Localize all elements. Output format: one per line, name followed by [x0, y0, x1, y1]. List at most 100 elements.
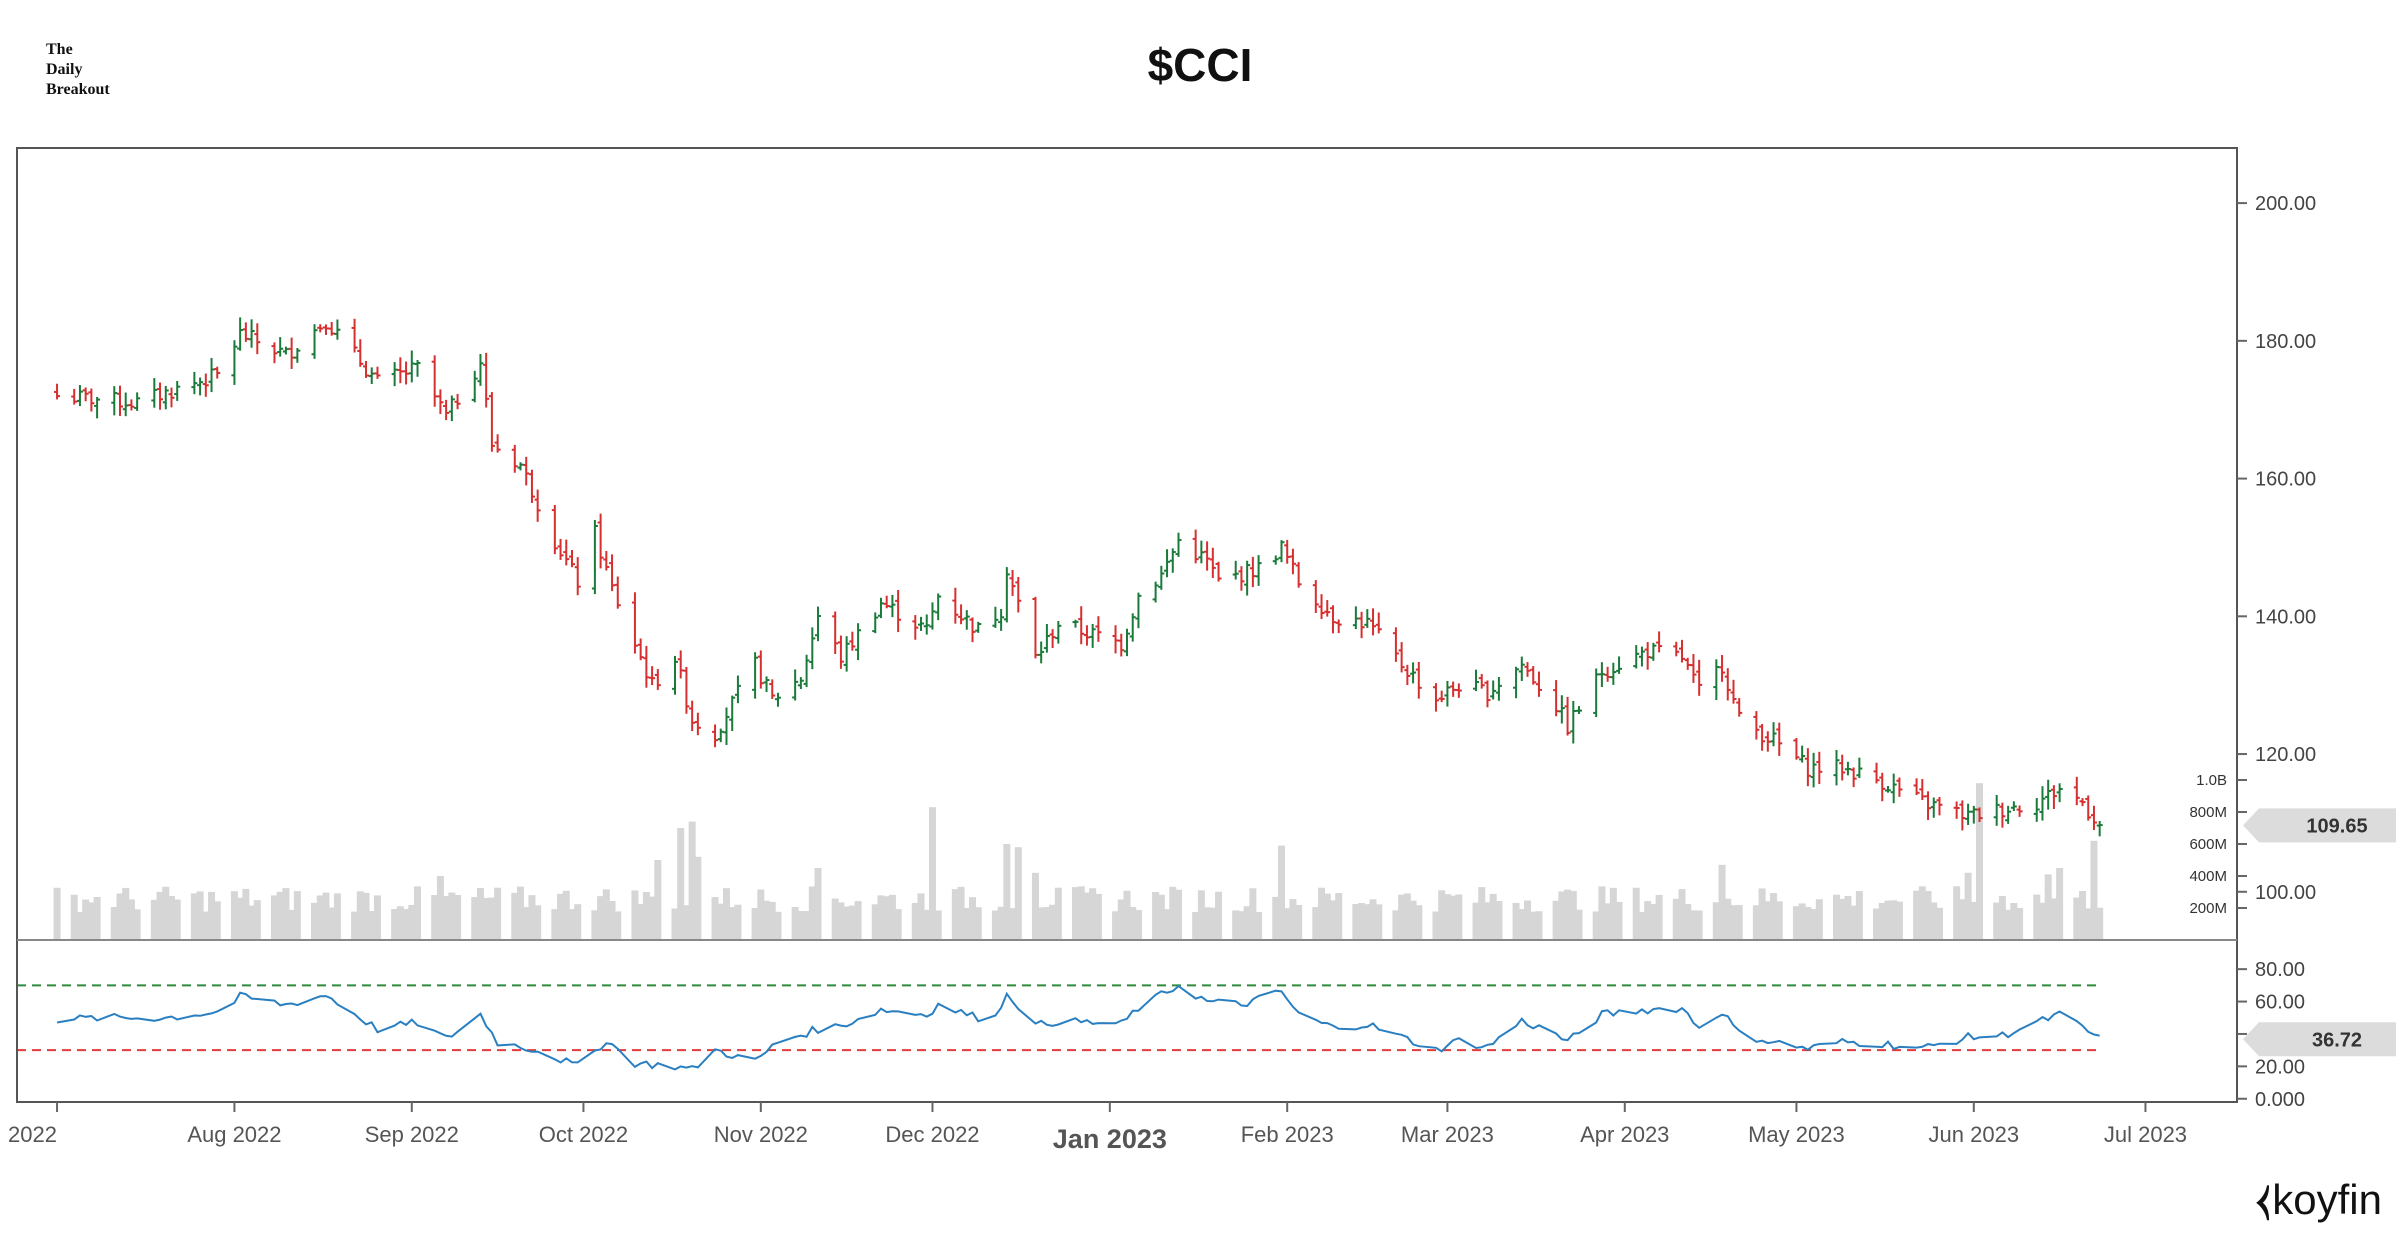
ohlc-bar	[523, 456, 530, 486]
volume-bar	[854, 901, 862, 940]
ohlc-bar	[254, 323, 261, 355]
ohlc-bar	[317, 324, 324, 333]
volume-bar	[1192, 911, 1200, 940]
rsi-tick-label: 80.00	[2255, 959, 2305, 981]
ohlc-bar	[1896, 777, 1903, 797]
ohlc-bar	[2073, 776, 2080, 806]
volume-bar	[631, 890, 639, 940]
volume-bar	[1438, 890, 1446, 940]
volume-bar	[454, 894, 462, 940]
volume-bar	[431, 895, 439, 940]
ohlc-bar	[734, 675, 741, 704]
volume-bar	[2056, 868, 2064, 940]
ohlc-bar	[757, 650, 764, 689]
volume-bar	[574, 904, 582, 940]
ohlc-bar	[2090, 805, 2097, 831]
volume-bar	[1604, 903, 1612, 940]
volume-bar	[1203, 907, 1211, 940]
ohlc-bar	[277, 337, 284, 357]
volume-bar	[494, 887, 502, 940]
ohlc-bar	[1925, 791, 1932, 820]
volume-bar	[1632, 887, 1640, 940]
ohlc-bar	[1392, 627, 1399, 662]
volume-bar	[110, 907, 118, 940]
ohlc-bar	[1850, 767, 1857, 788]
volume-bar	[1524, 900, 1532, 940]
volume-bar	[934, 910, 942, 940]
volume-bar	[116, 893, 124, 940]
volume-bar	[1913, 890, 1921, 940]
ohlc-bar	[2005, 805, 2012, 824]
volume-bar	[1890, 900, 1898, 940]
ohlc-bar	[76, 385, 83, 407]
volume-bar	[1672, 898, 1680, 940]
date-tick-label: Aug 2022	[187, 1122, 281, 1147]
volume-bar	[2096, 907, 2104, 940]
volume-bar	[1735, 904, 1743, 940]
volume-bar	[2004, 909, 2012, 940]
date-tick-label: Dec 2022	[885, 1122, 979, 1147]
last-price-tag: 109.65	[2243, 808, 2396, 843]
volume-bar	[190, 893, 198, 940]
ohlc-bar	[929, 602, 936, 630]
volume-bar	[957, 886, 965, 940]
ohlc-bar	[397, 357, 404, 384]
ohlc-bar	[1873, 762, 1880, 784]
volume-bar	[356, 891, 364, 940]
volume-bar	[408, 904, 416, 940]
ohlc-bar	[752, 652, 759, 699]
volume-bar	[1352, 904, 1360, 940]
volume-bar	[1403, 893, 1411, 940]
ohlc-bar	[1118, 633, 1125, 657]
ohlc-bar	[1604, 666, 1611, 682]
volume-bar	[1752, 905, 1760, 940]
ohlc-bar	[1410, 662, 1417, 684]
ohlc-bar	[2096, 821, 2103, 837]
volume-bar	[1695, 910, 1703, 940]
ohlc-bar	[202, 373, 209, 397]
ohlc-bar	[1598, 662, 1605, 688]
volume-bar	[1209, 907, 1217, 940]
ohlc-bar	[1444, 680, 1451, 707]
volume-bar	[1083, 892, 1091, 940]
volume-bar	[76, 911, 84, 940]
date-tick-label: Jul 2023	[2104, 1122, 2187, 1147]
ohlc-bar	[1993, 795, 2000, 826]
ohlc-bar	[471, 370, 478, 403]
ohlc-bar	[1169, 548, 1176, 573]
volume-bar	[373, 895, 381, 940]
volume-bar	[557, 893, 565, 940]
date-tick-label: Mar 2023	[1401, 1122, 1494, 1147]
volume-bar	[1335, 893, 1343, 940]
volume-bar	[602, 889, 610, 940]
ohlc-bar	[1593, 668, 1600, 718]
ohlc-bar	[1215, 561, 1222, 582]
date-tick-label: Oct 2022	[539, 1122, 628, 1147]
ohlc-bar	[82, 387, 89, 402]
date-tick-label: May 2023	[1748, 1122, 1845, 1147]
volume-bar	[1569, 891, 1577, 940]
volume-bar	[2050, 898, 2058, 940]
ohlc-bar	[2010, 801, 2017, 811]
ohlc-bar	[1679, 639, 1685, 663]
ohlc-bar	[1999, 802, 2006, 828]
ohlc-bar	[1610, 662, 1617, 685]
ohlc-bar	[923, 614, 930, 635]
ohlc-bar	[952, 587, 959, 624]
ohlc-bar	[1329, 605, 1336, 634]
volume-bar	[1255, 911, 1263, 940]
volume-bar	[87, 902, 95, 940]
volume-bar	[1729, 905, 1737, 940]
ohlc-bar	[443, 399, 450, 421]
volume-bar	[282, 888, 290, 940]
last-rsi-tag: 36.72	[2243, 1022, 2396, 1057]
volume-bar	[1964, 872, 1972, 940]
chart-title: $CCI	[1147, 39, 1253, 91]
volume-bar	[894, 909, 902, 940]
ohlc-bar	[958, 604, 965, 625]
ohlc-bar	[1364, 609, 1371, 628]
ohlc-bar	[1049, 629, 1056, 649]
ohlc-bar	[815, 606, 822, 642]
ohlc-bar	[569, 549, 575, 568]
